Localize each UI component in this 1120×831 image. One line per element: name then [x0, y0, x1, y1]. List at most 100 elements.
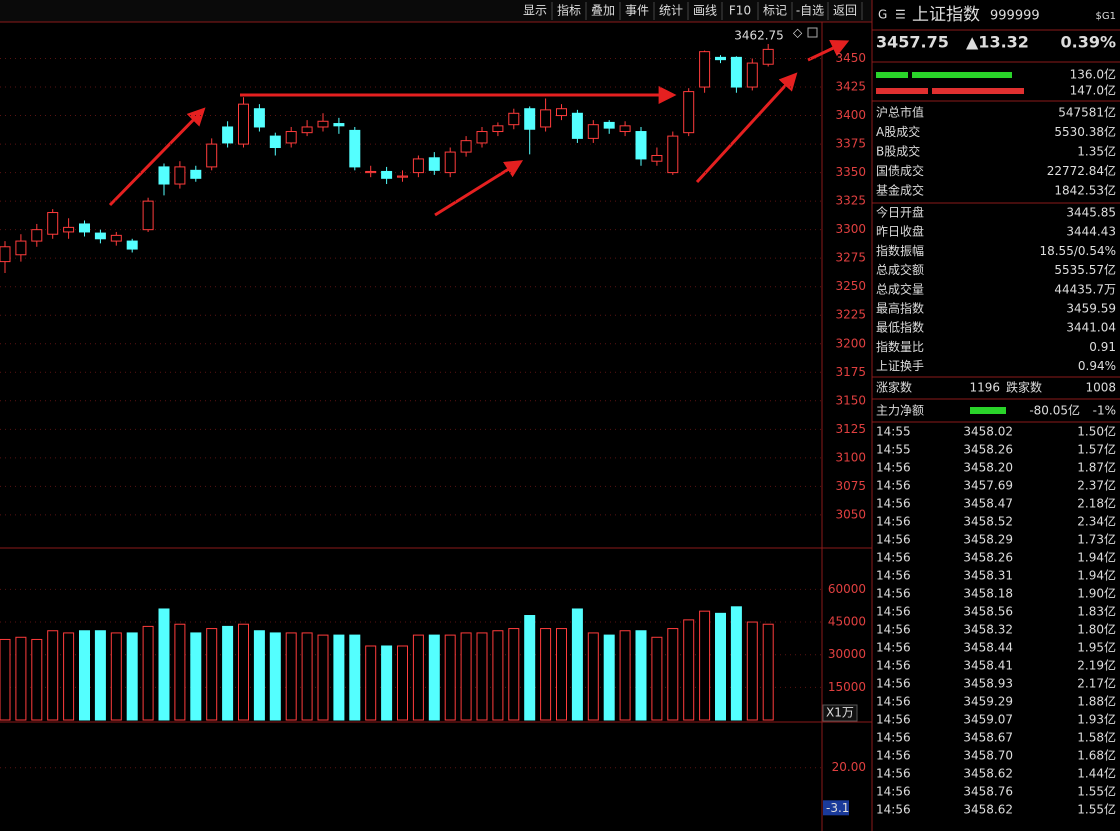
candle-body [142, 200, 154, 231]
toolbar-button[interactable]: -自选 [796, 4, 824, 18]
candle-body [253, 108, 265, 128]
toolbar-button[interactable]: 指标 [557, 3, 581, 18]
tick-time: 14:56 [876, 461, 911, 475]
tick-time: 14:56 [876, 533, 911, 547]
stat-label: 指数量比 [876, 339, 924, 354]
tick-volume: 1.93亿 [1077, 712, 1116, 727]
volume-bar [206, 628, 218, 721]
stat-value: 5535.57亿 [1054, 262, 1116, 277]
candle-body [556, 108, 567, 117]
stat-value: 547581亿 [1058, 105, 1116, 120]
icon[interactable]: ◇ [793, 26, 803, 40]
candle-body [730, 56, 742, 88]
high-annotation: 3462.75 [734, 28, 784, 42]
stat-value: 22772.84亿 [1047, 163, 1116, 178]
tick-volume: 1.55亿 [1077, 784, 1116, 799]
candle-body [238, 103, 249, 145]
tick-volume: 2.17亿 [1077, 676, 1116, 691]
toolbar-button[interactable]: 标记 [763, 4, 787, 18]
candle-body [158, 166, 170, 185]
toolbar-button[interactable]: 显示 [523, 4, 547, 18]
tick-time: 14:56 [876, 551, 911, 565]
flow-bar [876, 88, 928, 94]
candle-body [206, 143, 218, 168]
candle-body [15, 240, 27, 256]
volume-bar [269, 632, 281, 721]
toolbar-button[interactable]: 画线 [693, 4, 717, 18]
tag: $G1 [1096, 11, 1116, 22]
y-tick-label: 15000 [828, 680, 866, 694]
flow-out: 147.0亿 [1070, 83, 1116, 98]
tick-time: 14:56 [876, 569, 911, 583]
stat-label: 最高指数 [876, 301, 924, 316]
tick-time: 14:56 [876, 677, 911, 691]
volume-bar [349, 634, 361, 721]
toolbar-button[interactable]: 事件 [625, 4, 649, 18]
toolbar-button[interactable]: F10 [729, 4, 751, 18]
tick-time: 14:56 [876, 605, 911, 619]
volume-bar [492, 630, 504, 721]
y-tick-label: 45000 [828, 615, 866, 629]
y-tick-label: 3200 [835, 336, 866, 350]
volume-bar [476, 632, 488, 721]
candle-body [0, 246, 11, 263]
flow-bar [876, 72, 908, 78]
volume-bar [444, 634, 456, 721]
tick-volume: 1.94亿 [1077, 550, 1116, 565]
tick-volume: 1.83亿 [1077, 604, 1116, 619]
icon[interactable] [807, 27, 818, 38]
stat-label: 总成交量 [876, 281, 924, 296]
tick-time: 14:55 [876, 443, 911, 457]
toolbar-button[interactable]: 统计 [659, 4, 683, 18]
volume-bar [381, 645, 393, 721]
volume-bar [603, 634, 615, 721]
candle-body [63, 226, 75, 233]
pct: 0.39% [1060, 33, 1116, 52]
y-tick-label: 3075 [835, 479, 866, 493]
tick-volume: 1.57亿 [1077, 442, 1116, 457]
tick-price: 3457.69 [963, 479, 1013, 493]
volume-bar [79, 630, 90, 721]
market: G [878, 8, 887, 22]
volume-bar [126, 632, 138, 721]
tick-time: 14:56 [876, 803, 911, 817]
candle-body [397, 175, 408, 178]
volume-bar [762, 623, 774, 721]
y-tick-label: 20.00 [832, 760, 866, 774]
tick-time: 14:56 [876, 695, 911, 709]
tick-price: 3459.07 [963, 713, 1013, 727]
stat-value: 5530.38亿 [1054, 124, 1116, 139]
candle-body [603, 121, 615, 129]
volume-bar [556, 628, 567, 721]
candle-body [174, 166, 186, 185]
change: ▲13.32 [966, 33, 1029, 52]
tick-price: 3458.67 [963, 731, 1013, 745]
candle-body [301, 126, 313, 134]
toolbar-button[interactable]: 返回 [833, 4, 857, 18]
flow-in: 136.0亿 [1070, 67, 1116, 82]
stat-label: 昨日收盘 [876, 224, 924, 239]
tick-price: 3458.02 [963, 425, 1013, 439]
volume-bar [222, 625, 234, 721]
tick-price: 3458.76 [963, 785, 1013, 799]
toolbar-button[interactable]: 叠加 [591, 4, 615, 18]
y-tick-label: 60000 [828, 582, 866, 596]
index-name: 上证指数 [912, 5, 980, 25]
volume-bar [110, 632, 122, 721]
volume-bar [0, 638, 11, 721]
menu-icon[interactable]: ☰ [895, 8, 906, 22]
candle-body [381, 170, 393, 179]
y-tick-label: 3150 [835, 393, 866, 407]
y-tick-label: 3350 [835, 165, 866, 179]
tick-price: 3458.56 [963, 605, 1013, 619]
stat-label: 沪总市值 [876, 105, 924, 120]
stat-value: 0.94% [1078, 359, 1116, 373]
volume-bar [412, 634, 424, 721]
volume-bar [301, 632, 313, 721]
flow-bar [932, 88, 1024, 94]
tick-volume: 2.37亿 [1077, 478, 1116, 493]
volume-bar [397, 645, 408, 721]
arrow [108, 107, 206, 207]
arrows [108, 40, 850, 217]
candle-body [619, 125, 631, 133]
